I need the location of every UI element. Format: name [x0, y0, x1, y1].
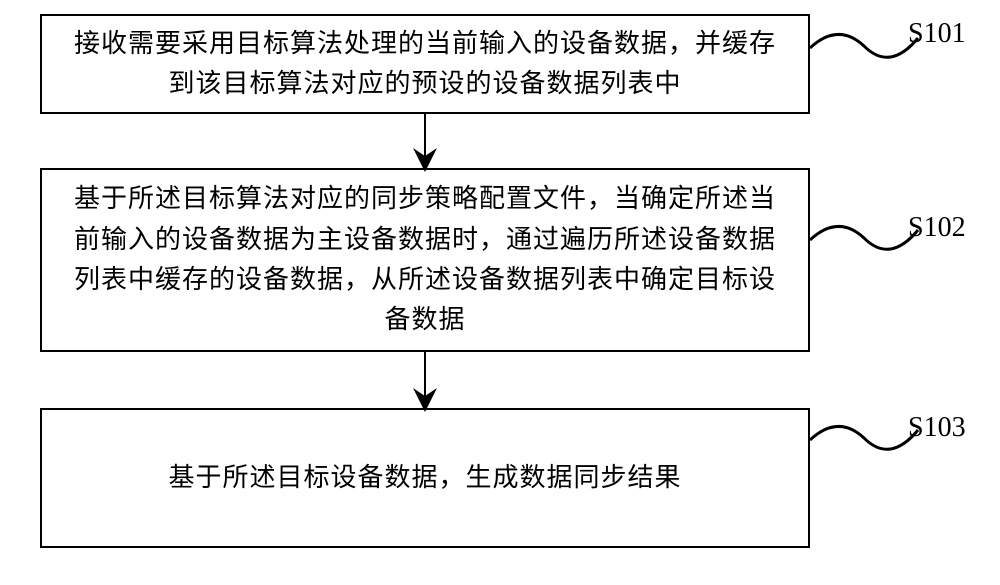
arrow-s102-s103: [0, 0, 1000, 585]
flowchart-canvas: 接收需要采用目标算法处理的当前输入的设备数据，并缓存到该目标算法对应的预设的设备…: [0, 0, 1000, 585]
